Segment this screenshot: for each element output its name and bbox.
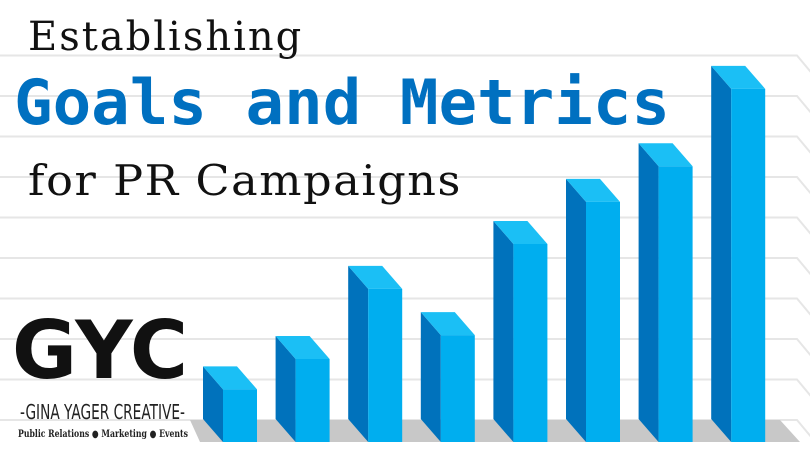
bar-top [711, 65, 766, 89]
bar-top [638, 143, 693, 167]
bar [203, 366, 257, 442]
gridline [0, 297, 810, 316]
bar [638, 143, 693, 442]
bar [493, 220, 548, 442]
bar-front [731, 88, 766, 442]
bars [203, 65, 766, 442]
bar-side [348, 265, 369, 442]
bar-front [586, 201, 620, 442]
bar-front [223, 389, 257, 442]
bar-side [493, 220, 514, 442]
gridline [0, 176, 810, 195]
bar-front [295, 358, 330, 442]
bar-front [440, 335, 475, 442]
bar-side [638, 143, 659, 442]
bar-side [275, 335, 296, 442]
bar-top [348, 265, 403, 289]
bar [275, 335, 330, 442]
bar-side [203, 366, 223, 442]
bar-top [566, 178, 620, 202]
title-line-3: for PR Campaigns [28, 156, 462, 205]
bar-front [513, 243, 548, 442]
gridline [0, 54, 810, 73]
logo: GYC -Gina Yager Creative- Public Relatio… [12, 304, 188, 440]
bar-side [420, 312, 441, 442]
gridline [0, 378, 810, 397]
bar-top [275, 335, 330, 359]
bar [420, 312, 475, 442]
gridline [0, 257, 810, 276]
gridlines [0, 54, 810, 438]
bar [566, 178, 620, 442]
logo-name: -Gina Yager Creative- [20, 400, 185, 424]
bar-side [566, 178, 586, 442]
gridline [0, 216, 810, 235]
bar-front [368, 288, 403, 442]
bar [711, 65, 766, 442]
gridline [0, 95, 810, 114]
bar-front [658, 166, 693, 442]
gridline [0, 135, 810, 154]
logo-mark: GYC [12, 304, 188, 397]
title-line-2: Goals and Metrics [14, 66, 670, 139]
gridline [0, 338, 810, 357]
bar [348, 265, 403, 442]
bar-top [420, 312, 475, 336]
title-line-1: Establishing [28, 14, 303, 60]
bar-top [493, 220, 548, 244]
bar-side [711, 65, 732, 442]
logo-tagline: Public Relations ● Marketing ● Events [18, 429, 188, 440]
bar-top [203, 366, 257, 390]
